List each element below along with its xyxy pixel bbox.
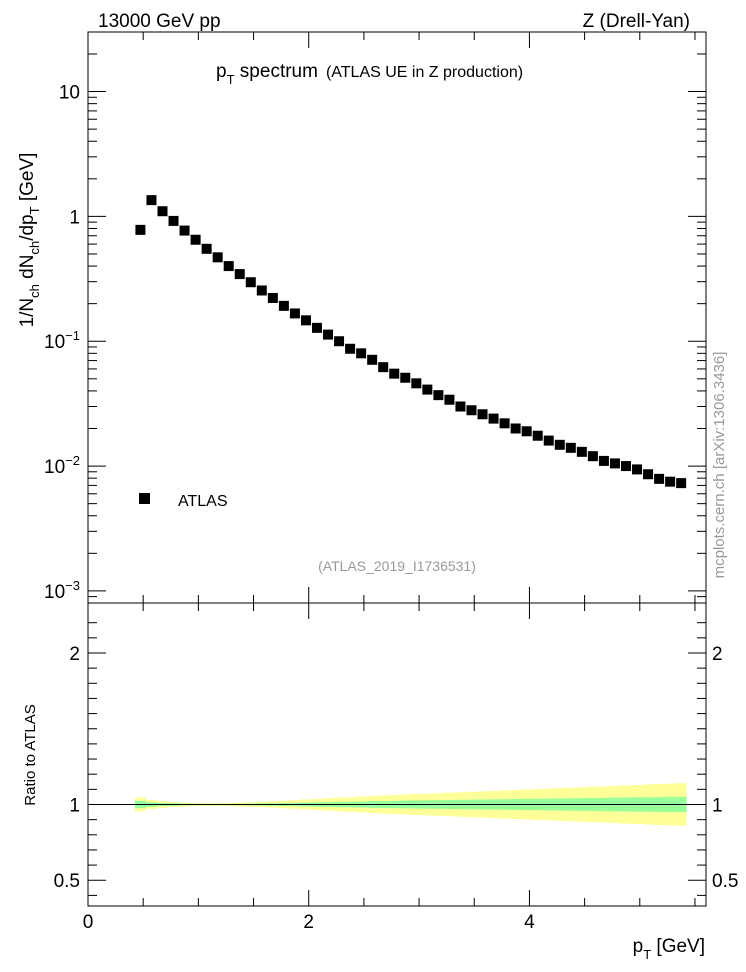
data-point-atlas <box>488 413 499 424</box>
analysis-id: (ATLAS_2019_I1736531) <box>318 558 476 574</box>
y-tick-label-lower: 2 <box>69 644 80 665</box>
data-point-atlas <box>587 451 598 462</box>
data-point-atlas <box>654 473 665 484</box>
header-left: 13000 GeV pp <box>98 11 221 32</box>
y-tick-label-lower-right: 2 <box>712 644 723 665</box>
y-tick-label-upper: 10−3 <box>44 578 80 603</box>
data-point-atlas <box>521 426 532 437</box>
data-point-atlas <box>532 430 543 441</box>
y-tick-label-upper: 10−2 <box>44 453 80 478</box>
data-point-atlas <box>234 269 245 280</box>
x-tick-label: 0 <box>83 912 94 933</box>
data-point-atlas <box>576 446 587 457</box>
y-axis-label-lower: Ratio to ATLAS <box>22 704 39 805</box>
data-point-atlas <box>620 461 631 472</box>
data-point-atlas <box>510 423 521 434</box>
data-point-atlas <box>378 362 389 373</box>
data-point-atlas <box>543 435 554 446</box>
axis-ticks: 0 2 4 10 1 10−1 10−2 10−3 2 2 1 1 0.5 0.5 <box>44 31 738 933</box>
plot-title: pT spectrum (ATLAS UE in Z production) <box>216 61 523 87</box>
data-point-atlas <box>676 478 687 489</box>
data-point-atlas <box>157 206 168 217</box>
x-tick-label: 4 <box>524 912 535 933</box>
data-point-atlas <box>201 243 212 254</box>
data-point-atlas <box>422 384 433 395</box>
data-point-atlas <box>146 195 157 206</box>
data-point-atlas <box>433 390 444 401</box>
data-point-atlas <box>334 336 345 347</box>
data-point-atlas <box>356 348 367 359</box>
data-point-atlas <box>245 277 256 288</box>
side-label: mcplots.cern.ch [arXiv:1306.3436] <box>711 352 728 579</box>
data-point-atlas <box>565 442 576 453</box>
y-tick-label-lower: 0.5 <box>54 871 80 892</box>
data-point-atlas <box>400 372 411 383</box>
x-axis-label: pT [GeV] <box>633 936 705 962</box>
data-point-atlas <box>267 292 278 303</box>
data-point-atlas <box>609 458 620 469</box>
data-point-atlas <box>300 315 311 326</box>
legend-marker-atlas <box>139 493 150 504</box>
data-point-atlas <box>345 343 356 354</box>
data-point-atlas <box>455 401 466 412</box>
data-point-atlas <box>289 308 300 319</box>
data-point-atlas <box>135 224 146 235</box>
header-right: Z (Drell-Yan) <box>583 11 690 32</box>
y-tick-label-upper: 1 <box>69 207 80 228</box>
data-point-atlas <box>256 285 267 296</box>
data-point-atlas <box>367 354 378 365</box>
data-point-atlas <box>323 329 334 340</box>
data-point-atlas <box>665 476 676 487</box>
lower-panel-frame <box>87 602 707 907</box>
y-axis-label-upper: 1/Nch dNch/dpT [GeV] <box>17 153 42 328</box>
data-point-atlas <box>212 252 223 263</box>
data-point-atlas <box>499 418 510 429</box>
data-point-atlas <box>632 464 643 475</box>
data-point-atlas <box>444 394 455 405</box>
legend-label-atlas: ATLAS <box>178 493 228 510</box>
y-tick-label-lower-right: 0.5 <box>712 871 738 892</box>
data-point-atlas <box>168 215 179 226</box>
data-point-atlas <box>389 368 400 379</box>
x-tick-label: 2 <box>303 912 314 933</box>
data-point-atlas <box>179 225 190 236</box>
data-point-atlas <box>598 455 609 466</box>
data-point-atlas <box>477 409 488 420</box>
y-tick-label-upper: 10 <box>59 83 80 104</box>
upper-panel-frame <box>87 31 707 604</box>
y-tick-label-lower: 1 <box>69 795 80 816</box>
data-point-atlas <box>223 261 234 272</box>
data-point-atlas <box>311 322 322 333</box>
data-points <box>135 195 687 489</box>
data-point-atlas <box>278 300 289 311</box>
data-point-atlas <box>411 378 422 389</box>
data-point-atlas <box>466 405 477 416</box>
y-tick-label-lower-right: 1 <box>712 795 723 816</box>
data-point-atlas <box>554 439 565 450</box>
data-point-atlas <box>190 234 201 245</box>
y-tick-label-upper: 10−1 <box>44 328 80 353</box>
data-point-atlas <box>643 469 654 480</box>
